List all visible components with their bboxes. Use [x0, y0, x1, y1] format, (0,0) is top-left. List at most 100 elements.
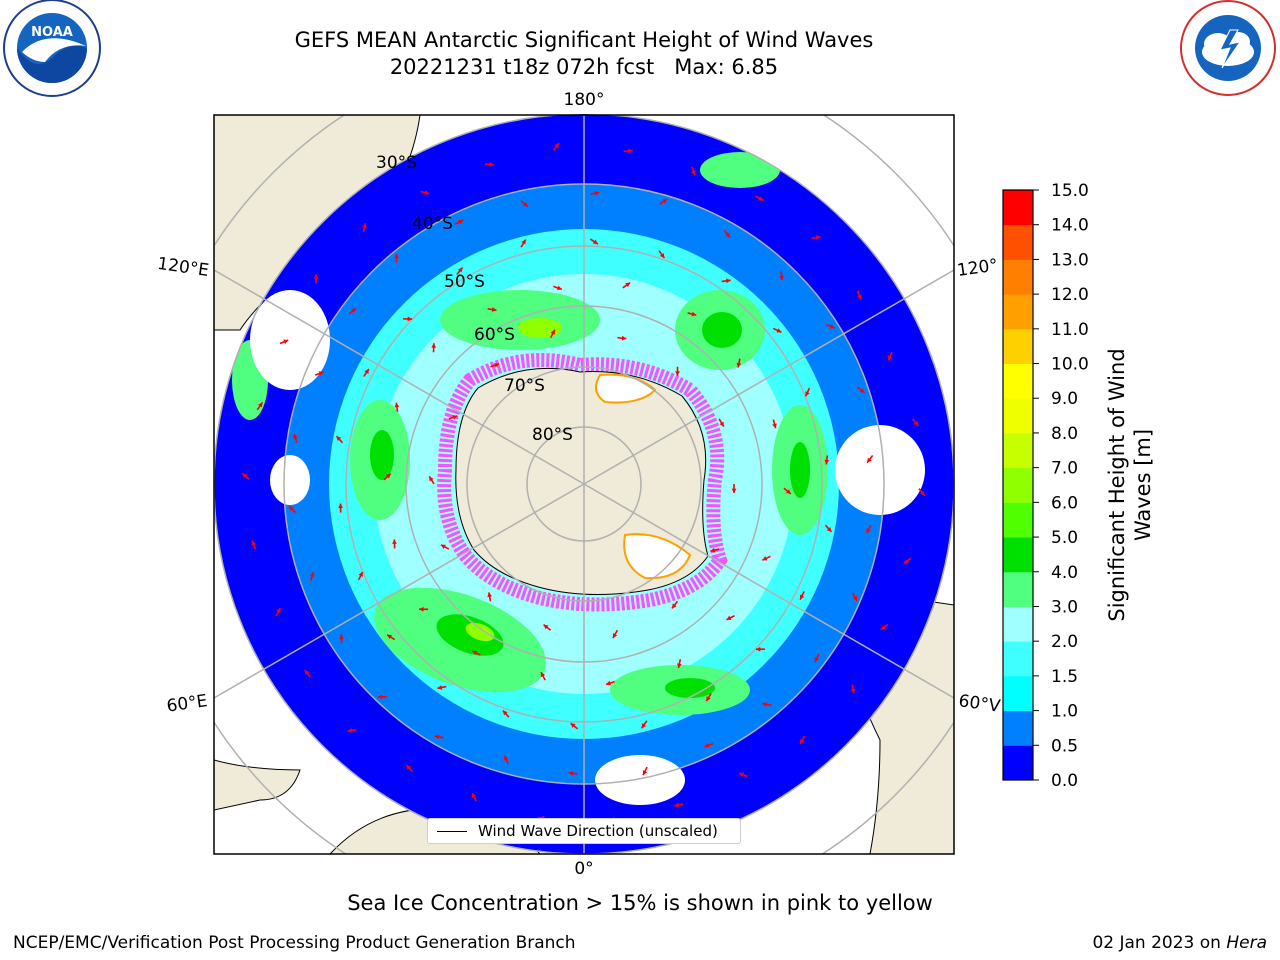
wind-wave-arrow-head [785, 489, 791, 494]
wind-wave-arrow-head [434, 734, 440, 740]
colorbar-segment [1003, 675, 1033, 712]
wind-wave-arrow-head [377, 694, 383, 700]
wind-wave-arrow-head [913, 421, 919, 426]
colorbar-segment [1003, 259, 1033, 295]
colorbar-tick-label: 11.0 [1051, 320, 1089, 340]
colorbar-tick-label: 10.0 [1051, 355, 1089, 375]
wind-wave-arrow-head [850, 688, 856, 694]
colorbar-segment [1003, 294, 1033, 330]
lon-label-60e: 60°E [165, 691, 208, 716]
wind-wave-arrow-head [419, 606, 424, 612]
lat-label-50s: 50°S [444, 272, 485, 292]
wind-wave-arrow-head [364, 368, 369, 374]
lat-label-70s: 70°S [504, 376, 545, 396]
colorbar-segment [1003, 571, 1033, 607]
wind-wave-arrow-head [594, 190, 600, 196]
legend-line-icon [437, 831, 467, 832]
wind-wave-arrow-head [258, 402, 263, 408]
wind-wave-arrow-head [491, 307, 497, 312]
colorbar-tick-label: 4.0 [1051, 563, 1078, 583]
wind-wave-arrow-head [642, 770, 648, 776]
wind-wave-arrow-head [612, 633, 618, 639]
chart-title: GEFS MEAN Antarctic Significant Height o… [294, 28, 874, 52]
colorbar-tick-label: 1.5 [1051, 667, 1078, 687]
colorbar-segment [1003, 224, 1033, 260]
colorbar-tick-label: 14.0 [1051, 216, 1089, 236]
wind-wave-arrow-head [824, 459, 830, 465]
wind-wave-arrow-head [674, 802, 680, 808]
wind-wave-arrow-head [347, 728, 353, 733]
lon-label-180: 180° [564, 90, 605, 110]
lat-label-60s: 60°S [474, 325, 515, 345]
wind-wave-arrow-head [736, 362, 742, 368]
wind-wave-arrow-head [452, 415, 458, 420]
wind-wave-arrow-head [829, 324, 835, 329]
wind-wave-arrow-head [385, 473, 391, 479]
run-date-text: 02 Jan 2023 on [1092, 933, 1221, 953]
wind-wave-arrow-head [691, 311, 697, 317]
colorbar-tick-label: 0.0 [1051, 771, 1078, 791]
wind-wave-arrow-head [719, 421, 724, 427]
colorbar-tick-label: 5.0 [1051, 528, 1078, 548]
wind-wave-arrow-head [815, 235, 821, 240]
wind-wave-arrow-head [406, 765, 412, 770]
map-legend: Wind Wave Direction (unscaled) [427, 818, 741, 844]
wind-wave-arrow-head [437, 685, 443, 690]
colorbar-segment [1003, 641, 1033, 677]
lon-label-120w: 120° [956, 255, 999, 281]
wind-wave-arrow-head [440, 544, 446, 550]
wind-wave-arrow-head [504, 755, 509, 761]
wind-wave-arrow-head [762, 556, 768, 561]
colorbar-border [1002, 189, 1034, 781]
wind-wave-arrow-head [276, 608, 281, 614]
wind-wave-arrow-head [351, 308, 357, 313]
wind-wave-arrow-head [867, 457, 872, 463]
wind-wave-arrow-head [758, 196, 764, 201]
wind-wave-arrow-head [394, 253, 399, 259]
colorbar-tick-label: 0.5 [1051, 736, 1078, 756]
wind-wave-arrow-head [826, 527, 832, 532]
wind-wave-arrow-head [704, 742, 710, 748]
wind-wave-arrow-head [800, 738, 805, 744]
wind-wave-arrow-head [489, 162, 494, 167]
colorbar-segment [1003, 190, 1033, 226]
wind-wave-arrow-head [457, 219, 463, 225]
colorbar-label-line2: Waves [m] [1131, 429, 1155, 541]
lat-label-30s: 30°S [376, 153, 417, 173]
wind-wave-arrow-head [242, 473, 248, 479]
wind-wave-arrow-head [731, 488, 737, 493]
wind-wave-arrow-head [293, 434, 298, 439]
wind-wave-arrow-head [502, 710, 508, 716]
wind-wave-arrow-head [762, 702, 768, 707]
colorbar-tick-label: 1.0 [1051, 702, 1078, 722]
colorbar-tick-label: 7.0 [1051, 459, 1078, 479]
colorbar-segment [1003, 398, 1033, 434]
colorbar-segment [1003, 467, 1033, 503]
wind-wave-arrow-head [392, 539, 397, 544]
wind-wave-arrow-head [288, 506, 294, 511]
wind-wave-arrow-head [309, 572, 315, 578]
wind-wave-arrow-head [814, 657, 819, 663]
wind-wave-arrow-head [880, 625, 886, 630]
graticule [214, 115, 954, 854]
sea-ice-note: Sea Ice Concentration > 15% is shown in … [347, 891, 933, 915]
wind-wave-arrow-head [920, 490, 925, 496]
run-host: Hera [1226, 933, 1267, 953]
wind-wave-arrow-head [625, 282, 631, 288]
wind-wave-arrow-head [739, 772, 744, 778]
wind-wave-arrow-head [339, 634, 344, 639]
colorbar-segment [1003, 745, 1033, 781]
colorbar-tick-label: 15.0 [1051, 181, 1089, 201]
wind-wave-arrow-head [675, 371, 680, 376]
wind-wave-arrow-head [805, 391, 810, 397]
wind-wave-arrow-head [755, 646, 761, 652]
antarctica [437, 353, 728, 612]
wind-wave-arrow-head [431, 343, 437, 348]
colorbar-tick-label: 9.0 [1051, 389, 1078, 409]
lon-label-0: 0° [574, 859, 593, 879]
wind-wave-arrow-head [866, 528, 871, 534]
wind-wave-arrow-head [568, 770, 574, 776]
wind-wave-arrow-head [523, 201, 528, 207]
colorbar: 0.0 0.5 1.0 1.5 2.0 3.0 4.0 5.0 6.0 7.0 8.0 9.0 10.0… [1002, 181, 1089, 791]
